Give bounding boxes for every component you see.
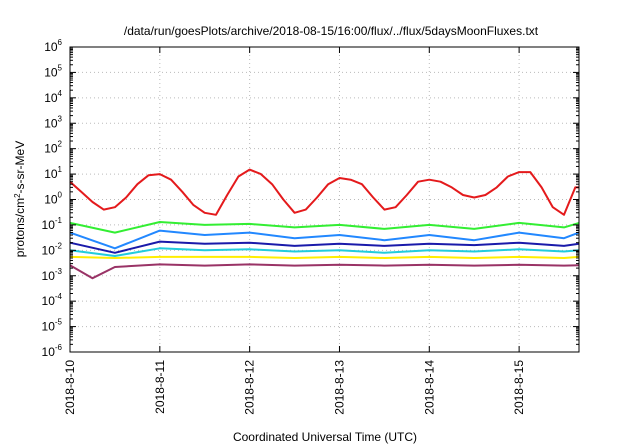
y-tick-label: 104 bbox=[44, 89, 62, 105]
y-tick-base: 10 bbox=[44, 116, 58, 130]
series-line-1 bbox=[69, 168, 579, 216]
y-tick-label: 10-5 bbox=[42, 318, 63, 334]
y-axis: 10-610-510-410-310-210-11001011021031041… bbox=[42, 38, 579, 359]
y-tick-exp: 6 bbox=[58, 38, 63, 47]
y-tick-exp: 2 bbox=[58, 140, 63, 149]
grid bbox=[70, 47, 579, 352]
series-line-4 bbox=[69, 247, 580, 257]
y-tick-label: 10-2 bbox=[42, 241, 63, 257]
x-tick-label: 2018-8-11 bbox=[153, 360, 167, 414]
y-tick-base: 10 bbox=[42, 243, 56, 257]
x-axis: 2018-8-10 2018-8-11 2018-8-12 2018-8-13 2018… bbox=[63, 47, 526, 415]
x-tick-label: 2018-8-12 bbox=[243, 360, 257, 415]
y-tick-exp: 0 bbox=[58, 191, 63, 200]
series-line-7 bbox=[69, 263, 580, 280]
y-tick-label: 101 bbox=[44, 165, 62, 181]
series-line-3 bbox=[69, 229, 580, 250]
y-tick-base: 10 bbox=[42, 218, 56, 232]
x-tick-label: 2018-8-15 bbox=[512, 360, 526, 415]
y-tick-label: 103 bbox=[44, 114, 62, 130]
series-line-6 bbox=[69, 255, 580, 259]
y-tick-label: 10-4 bbox=[42, 292, 63, 308]
y-tick-exp: 3 bbox=[58, 114, 63, 123]
y-tick-base: 10 bbox=[44, 193, 58, 207]
series-line-2 bbox=[69, 221, 580, 234]
y-tick-exp: -5 bbox=[55, 318, 63, 327]
y-tick-exp: -1 bbox=[55, 216, 63, 225]
y-tick-label: 102 bbox=[44, 140, 62, 156]
y-tick-exp: 1 bbox=[58, 165, 63, 174]
y-tick-exp: 5 bbox=[58, 63, 63, 72]
y-tick-label: 10-6 bbox=[42, 343, 63, 359]
y-tick-base: 10 bbox=[44, 91, 58, 105]
y-tick-label: 106 bbox=[44, 38, 62, 54]
y-tick-base: 10 bbox=[44, 40, 58, 54]
y-tick-exp: -3 bbox=[55, 267, 63, 276]
y-tick-base: 10 bbox=[42, 294, 56, 308]
y-tick-label: 10-3 bbox=[42, 267, 63, 283]
y-tick-base: 10 bbox=[44, 142, 58, 156]
series-group bbox=[69, 168, 580, 280]
y-axis-label-pre: protons/cm bbox=[13, 198, 27, 257]
y-tick-exp: 4 bbox=[58, 89, 63, 98]
x-tick-label: 2018-8-13 bbox=[332, 360, 346, 415]
y-tick-exp: -2 bbox=[55, 241, 63, 250]
x-axis-label: Coordinated Universal Time (UTC) bbox=[233, 430, 417, 444]
y-tick-exp: -6 bbox=[55, 343, 63, 352]
y-tick-base: 10 bbox=[44, 167, 58, 181]
y-tick-label: 105 bbox=[44, 63, 62, 79]
series-line-5 bbox=[69, 240, 580, 254]
x-tick-label: 2018-8-10 bbox=[63, 360, 77, 415]
y-axis-label-sup: 2 bbox=[13, 193, 22, 198]
y-tick-exp: -4 bbox=[55, 292, 63, 301]
y-tick-base: 10 bbox=[44, 65, 58, 79]
chart-title: /data/run/goesPlots/archive/2018-08-15/1… bbox=[124, 24, 539, 38]
y-tick-label: 100 bbox=[44, 191, 62, 207]
y-tick-label: 10-1 bbox=[42, 216, 63, 232]
y-axis-label: protons/cm2-s-sr-MeV bbox=[13, 141, 28, 257]
y-axis-label-post: -s-sr-MeV bbox=[13, 141, 27, 194]
y-tick-base: 10 bbox=[42, 320, 56, 334]
y-tick-base: 10 bbox=[42, 345, 56, 359]
x-tick-label: 2018-8-14 bbox=[422, 360, 436, 415]
y-tick-base: 10 bbox=[42, 269, 56, 283]
